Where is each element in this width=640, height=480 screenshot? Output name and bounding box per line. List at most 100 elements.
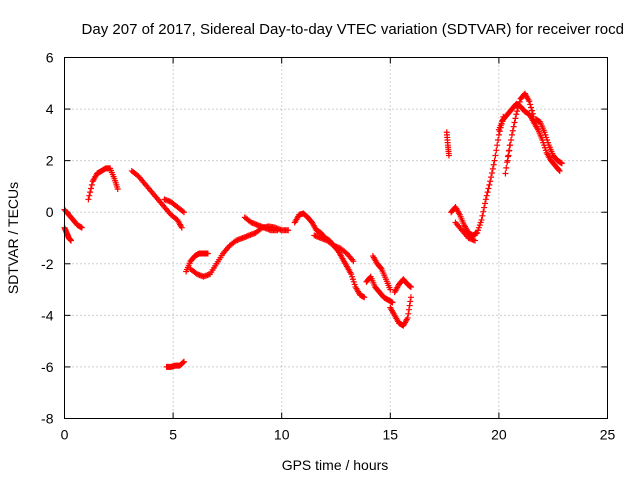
data-point	[513, 111, 520, 118]
data-point	[88, 181, 95, 188]
data-point	[479, 212, 486, 219]
data-point	[555, 166, 562, 173]
data-segment	[161, 196, 187, 216]
data-segment	[128, 167, 185, 231]
data-point	[486, 181, 493, 188]
data-point	[488, 174, 495, 181]
data-point	[86, 192, 93, 199]
data-point	[485, 185, 492, 192]
data-point	[526, 98, 533, 105]
data-point	[180, 358, 187, 365]
data-series	[61, 90, 565, 370]
data-point	[180, 209, 187, 216]
data-point	[490, 161, 497, 168]
data-point	[505, 147, 512, 154]
data-point	[204, 250, 211, 257]
data-point	[558, 160, 565, 167]
data-segment	[443, 129, 452, 159]
x-tick-label: 10	[274, 427, 290, 443]
data-segment	[452, 219, 479, 244]
y-tick-label: 0	[46, 204, 54, 220]
data-point	[274, 227, 281, 234]
data-segment	[187, 223, 292, 280]
data-point	[508, 131, 515, 138]
data-point	[510, 123, 517, 130]
data-point	[405, 306, 412, 313]
data-segment	[391, 276, 414, 296]
data-point	[484, 189, 491, 196]
x-tick-label: 25	[600, 427, 616, 443]
data-point	[488, 170, 495, 177]
data-point	[407, 298, 414, 305]
data-point	[515, 105, 522, 112]
data-point	[114, 186, 121, 193]
data-point	[503, 164, 510, 171]
data-segment	[387, 294, 414, 329]
data-point	[481, 200, 488, 207]
data-point	[487, 178, 494, 185]
data-point	[528, 104, 535, 111]
data-point	[491, 157, 498, 164]
data-point	[556, 167, 563, 174]
data-point	[502, 170, 509, 177]
data-segment	[163, 358, 187, 370]
data-point	[407, 283, 414, 290]
data-point	[87, 189, 94, 196]
y-tick-label: 2	[46, 153, 54, 169]
y-tick-label: -6	[41, 359, 54, 375]
data-point	[445, 152, 452, 159]
data-point	[472, 237, 479, 244]
data-point	[483, 192, 490, 199]
x-tick-label: 20	[491, 427, 507, 443]
y-tick-labels: -8 -6 -4 -2 0 2 4 6	[41, 50, 54, 427]
y-tick-label: -8	[41, 411, 54, 427]
data-point	[180, 359, 187, 366]
data-point	[516, 98, 523, 105]
data-point	[511, 119, 518, 126]
data-point	[361, 294, 368, 301]
data-point	[482, 196, 489, 203]
data-point	[350, 258, 357, 265]
data-segment	[311, 232, 357, 265]
data-segment	[502, 142, 513, 177]
data-point	[406, 302, 413, 309]
data-point	[515, 101, 522, 108]
data-point	[68, 237, 75, 244]
data-point	[505, 153, 512, 160]
data-point	[480, 208, 487, 215]
data-segment	[183, 250, 211, 275]
chart-title: Day 207 of 2017, Sidereal Day-to-day VTE…	[82, 21, 624, 38]
data-point	[481, 204, 488, 211]
y-tick-label: 4	[46, 101, 54, 117]
x-tick-label: 15	[383, 427, 399, 443]
data-point	[387, 286, 394, 293]
data-point	[495, 131, 502, 138]
data-point	[179, 208, 186, 215]
data-segment	[363, 273, 396, 306]
data-point	[504, 159, 511, 166]
data-point	[512, 115, 519, 122]
data-segment	[85, 165, 121, 203]
data-point	[492, 152, 499, 159]
data-point	[494, 142, 501, 149]
data-point	[514, 108, 521, 115]
data-point	[178, 224, 185, 231]
data-point	[87, 185, 94, 192]
data-segment	[61, 206, 85, 231]
data-point	[405, 310, 412, 317]
data-point	[527, 101, 534, 108]
data-segment	[532, 116, 565, 167]
data-point	[85, 196, 92, 203]
x-tick-label: 5	[169, 427, 177, 443]
x-tick-label: 0	[61, 427, 69, 443]
data-point	[529, 110, 536, 117]
data-point	[404, 314, 411, 321]
data-point	[478, 216, 485, 223]
data-point	[495, 137, 502, 144]
plot-frame	[64, 57, 608, 419]
data-segment	[495, 100, 563, 174]
data-point	[508, 137, 515, 144]
y-tick-label: -2	[41, 256, 54, 272]
data-segment	[241, 214, 281, 234]
